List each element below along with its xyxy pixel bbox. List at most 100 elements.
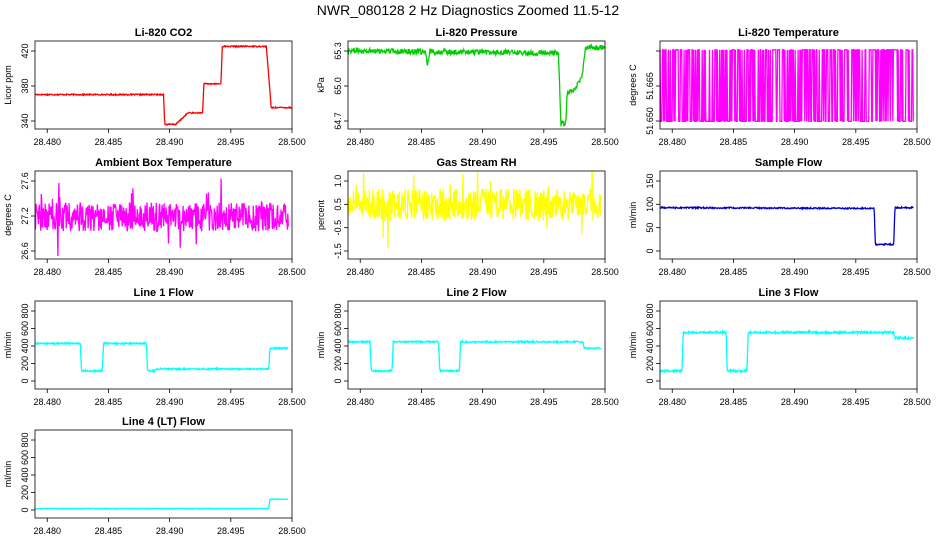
y-tick-label: 0 — [20, 507, 30, 512]
panel-title: Sample Flow — [755, 157, 823, 169]
series-line — [347, 338, 602, 374]
y-tick-label: 380 — [20, 78, 30, 93]
y-tick-label: 800 — [645, 303, 655, 318]
y-tick-label: 65.0 — [333, 77, 343, 95]
panel-title: Li-820 CO2 — [135, 27, 192, 39]
y-tick-label: 600 — [645, 321, 655, 336]
y-axis-label: ml/min — [3, 461, 13, 488]
x-tick-label: 28.480 — [346, 137, 374, 147]
y-tick-label: 600 — [333, 321, 343, 336]
y-tick-label: 26.6 — [20, 242, 30, 260]
x-tick-label: 28.500 — [278, 526, 306, 536]
x-tick-label: 28.495 — [217, 267, 245, 277]
y-tick-label: 600 — [20, 450, 30, 465]
panel-4: Ambient Box Temperature degrees C 28.480 28… — [3, 157, 306, 277]
x-tick-label: 28.490 — [156, 526, 184, 536]
y-tick-label: 51.665 — [645, 72, 655, 100]
y-tick-label: 340 — [20, 113, 30, 128]
x-tick-label: 28.490 — [156, 267, 184, 277]
y-tick-label: 0 — [645, 378, 655, 383]
x-tick-label: 28.490 — [156, 137, 184, 147]
panel-8: Line 2 Flow ml/min 28.480 28.485 28.490 28.49… — [316, 287, 619, 407]
x-tick-label: 28.480 — [658, 267, 686, 277]
plot-frame — [347, 300, 606, 390]
y-axis-label: degrees C — [628, 64, 638, 106]
plot-frame — [659, 40, 918, 130]
x-tick-label: 28.500 — [278, 137, 306, 147]
series-line — [34, 44, 293, 126]
y-axis-label: ml/min — [3, 332, 13, 359]
panel-title: Line 3 Flow — [759, 287, 819, 299]
y-tick-label: 150 — [645, 173, 655, 188]
x-tick-label: 28.490 — [469, 137, 497, 147]
y-tick-label: 0 — [333, 378, 343, 383]
x-tick-label: 28.480 — [658, 397, 686, 407]
x-tick-label: 28.490 — [156, 397, 184, 407]
x-tick-label: 28.485 — [95, 526, 123, 536]
x-tick-label: 28.480 — [33, 526, 61, 536]
plot-frame — [34, 429, 293, 519]
y-tick-label: 0.5 — [333, 198, 343, 211]
x-tick-label: 28.490 — [469, 267, 497, 277]
x-tick-label: 28.480 — [33, 397, 61, 407]
x-tick-label: 28.490 — [469, 397, 497, 407]
panel-1: Li-820 CO2 Licor ppm 28.480 28.485 28.490 28.… — [3, 27, 306, 147]
x-tick-label: 28.500 — [591, 137, 619, 147]
panel-2: Li-820 Pressure kPa 28.480 28.485 28.490 28.4… — [316, 27, 619, 147]
y-tick-label: -1.5 — [333, 243, 343, 259]
panel-title: Ambient Box Temperature — [95, 157, 232, 169]
x-tick-label: 28.495 — [842, 397, 870, 407]
y-axis-label: kPa — [316, 77, 326, 93]
panel-5: Gas Stream RH percent 28.480 28.485 28.490 28… — [316, 157, 619, 277]
x-tick-label: 28.485 — [408, 137, 436, 147]
panel-title: Li-820 Temperature — [738, 27, 839, 39]
panel-9: Line 3 Flow ml/min 28.480 28.485 28.490 28.49… — [628, 287, 931, 407]
panel-title: Li-820 Pressure — [436, 27, 518, 39]
plot-frame — [659, 300, 918, 390]
series-line — [659, 205, 914, 247]
x-tick-label: 28.490 — [781, 397, 809, 407]
y-axis-label: degrees C — [3, 194, 13, 236]
y-tick-label: 400 — [20, 338, 30, 353]
x-tick-label: 28.500 — [278, 267, 306, 277]
x-tick-label: 28.495 — [217, 397, 245, 407]
x-tick-label: 28.490 — [781, 267, 809, 277]
x-tick-label: 28.495 — [217, 137, 245, 147]
series-line — [659, 329, 914, 375]
x-tick-label: 28.485 — [408, 267, 436, 277]
y-tick-label: 420 — [20, 43, 30, 58]
y-tick-label: 100 — [645, 197, 655, 212]
main-title: NWR_080128 2 Hz Diagnostics Zoomed 11.5-… — [316, 2, 620, 18]
x-tick-label: 28.485 — [408, 397, 436, 407]
y-tick-label: 400 — [645, 338, 655, 353]
plot-frame — [34, 300, 293, 390]
x-tick-label: 28.495 — [842, 137, 870, 147]
plot-frame — [34, 170, 293, 260]
x-tick-label: 28.485 — [95, 397, 123, 407]
y-axis-label: Licor ppm — [3, 65, 13, 105]
plot-frame — [347, 40, 606, 130]
x-tick-label: 28.500 — [591, 397, 619, 407]
series-line — [34, 498, 289, 510]
y-tick-label: 800 — [20, 432, 30, 447]
panel-6: Sample Flow ml/min 28.480 28.485 28.490 28.49… — [628, 157, 931, 277]
y-tick-label: 50 — [645, 223, 655, 233]
y-tick-label: 800 — [333, 303, 343, 318]
y-axis-label: ml/min — [316, 332, 326, 359]
y-tick-label: 51.650 — [645, 107, 655, 135]
y-tick-label: 65.3 — [333, 42, 343, 60]
y-tick-label: 64.7 — [333, 112, 343, 130]
x-tick-label: 28.495 — [530, 267, 558, 277]
x-tick-label: 28.485 — [720, 397, 748, 407]
panel-3: Li-820 Temperature degrees C 28.480 28.485 2… — [628, 27, 931, 147]
x-tick-label: 28.480 — [33, 267, 61, 277]
x-tick-label: 28.495 — [530, 137, 558, 147]
y-tick-label: 400 — [333, 338, 343, 353]
x-tick-label: 28.485 — [720, 267, 748, 277]
series-line — [347, 170, 602, 249]
panel-10: Line 4 (LT) Flow ml/min 28.480 28.485 28.490… — [3, 416, 306, 536]
x-tick-label: 28.485 — [95, 267, 123, 277]
y-axis-label: ml/min — [628, 202, 638, 229]
y-tick-label: 27.6 — [20, 172, 30, 190]
